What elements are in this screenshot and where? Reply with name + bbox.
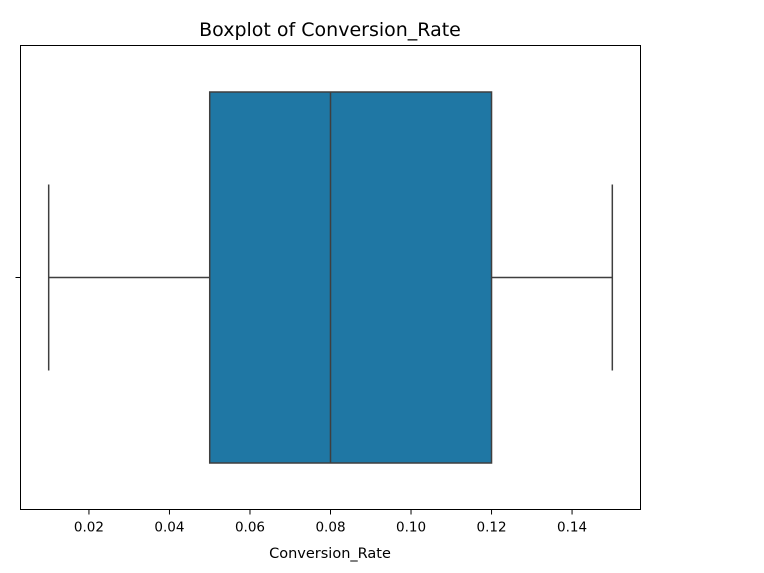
x-tick-label: 0.02 (74, 520, 104, 536)
x-axis-label: Conversion_Rate (269, 546, 391, 562)
boxplot-series (47, 91, 614, 464)
iqr-box (208, 91, 493, 464)
x-tick-label: 0.06 (235, 520, 265, 536)
x-tick-label: 0.10 (396, 520, 426, 536)
chart-title: Boxplot of Conversion_Rate (199, 19, 461, 41)
x-tick-label: 0.08 (315, 520, 345, 536)
x-tick-label: 0.14 (557, 520, 587, 536)
x-tick-label: 0.12 (477, 520, 507, 536)
x-axis-ticks: 0.02 0.04 0.06 0.08 0.10 0.12 0.14 (74, 509, 587, 536)
x-tick-label: 0.04 (154, 520, 184, 536)
